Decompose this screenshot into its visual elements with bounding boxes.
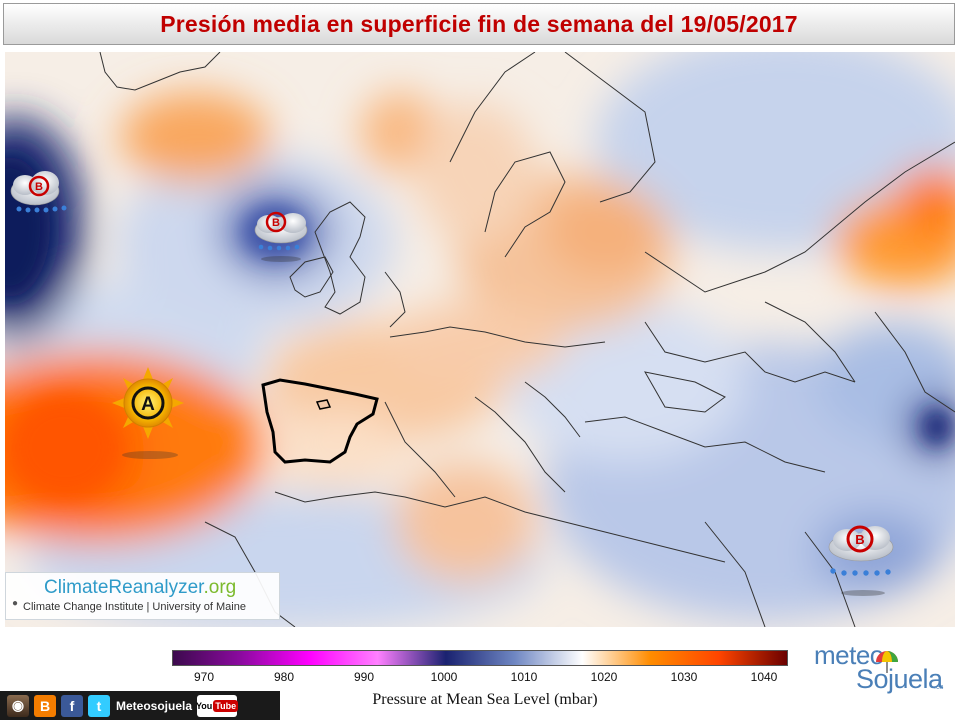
balearic-islands [315, 399, 332, 410]
social-handle[interactable]: Meteosojuela [116, 698, 193, 713]
colorbar-tick: 970 [193, 670, 215, 684]
youtube-tube: Tube [213, 699, 239, 712]
logo-line1: meteo [814, 640, 884, 670]
colorbar-tick: 1000 [430, 670, 458, 684]
colorbar-tick: 1020 [590, 670, 618, 684]
low-label: B [272, 217, 280, 229]
cyclone-arrows [265, 211, 287, 233]
meteosojuela-logo: meteo Sojuela .es [812, 640, 952, 700]
colorbar-tick: 1030 [670, 670, 698, 684]
social-bar: ◉ B f t Meteosojuela You Tube [0, 691, 280, 720]
blogger-icon[interactable]: B [34, 694, 56, 717]
raindrops [258, 244, 300, 251]
low-pressure-icon: B [828, 525, 894, 596]
pressure-colorbar [172, 650, 788, 666]
low-label: B [35, 181, 43, 193]
attribution-domain: .org [203, 577, 237, 598]
colorbar-tick: 990 [353, 670, 375, 684]
colorbar-label: Pressure at Mean Sea Level (mbar) [372, 691, 598, 708]
instagram-icon[interactable]: ◉ [7, 694, 29, 717]
high-label: A [141, 394, 155, 415]
logo-line2: Sojuela [856, 664, 943, 694]
youtube-icon[interactable]: You Tube [195, 694, 239, 717]
colorbar-tick: 1010 [510, 670, 538, 684]
pressure-map-svg: B B [5, 52, 955, 627]
map-title: Presión media en superficie fin de seman… [160, 10, 798, 37]
pressure-map: B B [5, 52, 955, 627]
twitter-icon[interactable]: t [88, 694, 110, 717]
youtube-you: You [195, 700, 213, 711]
logo-suffix: .es [934, 684, 944, 691]
anticyclone-arrows [131, 386, 165, 420]
low-pressure-icon: B [254, 211, 308, 262]
spain-outline [261, 378, 379, 464]
title-bar: Presión media en superficie fin de seman… [3, 3, 955, 45]
attribution-logo-text: ClimateReanalyzer.org [44, 577, 236, 599]
colorbar-tick: 980 [273, 670, 295, 684]
umbrella-icon [876, 651, 898, 673]
low-label: B [855, 532, 864, 547]
raindrops [16, 205, 67, 213]
low-pressure-icon: B [10, 171, 67, 213]
raindrops [830, 568, 891, 576]
colorbar-tick: 1040 [750, 670, 778, 684]
facebook-icon[interactable]: f [61, 694, 83, 717]
cyclone-arrows [846, 525, 874, 553]
high-pressure-icon: A [112, 367, 184, 459]
attribution-sub: Climate Change Institute | University of… [23, 601, 246, 613]
climate-reanalyzer-attribution: ClimateReanalyzer.org ● Climate Change I… [5, 572, 280, 620]
attribution-main: ClimateReanalyzer [44, 577, 204, 598]
cyclone-arrows [28, 175, 50, 197]
info-icon: ● [12, 598, 19, 609]
